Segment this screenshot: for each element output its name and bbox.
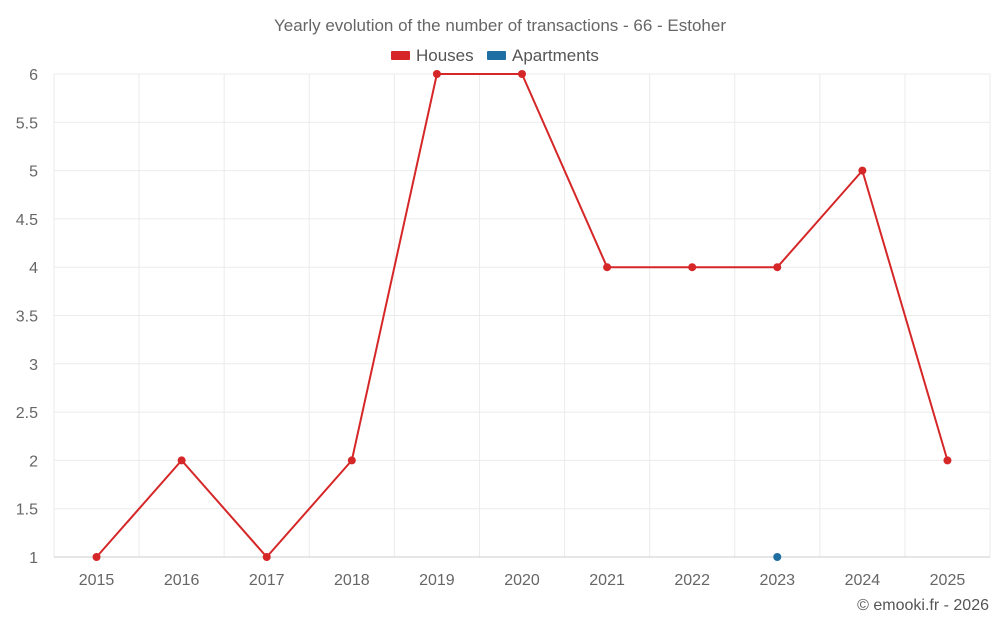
y-tick-label: 4 <box>29 260 38 277</box>
series-apartments <box>773 553 782 561</box>
legend-label-apartments: Apartments <box>512 46 599 65</box>
x-tick-label: 2020 <box>504 572 540 589</box>
x-tick-label: 2015 <box>79 572 115 589</box>
data-point-houses-2025[interactable] <box>943 456 952 465</box>
x-tick-label: 2018 <box>334 572 370 589</box>
series-houses <box>92 70 952 561</box>
x-tick-label: 2016 <box>164 572 200 589</box>
y-tick-label: 1 <box>29 550 38 567</box>
x-tick-label: 2024 <box>845 572 881 589</box>
x-tick-label: 2019 <box>419 572 455 589</box>
x-tick-label: 2023 <box>759 572 795 589</box>
grid <box>53 73 991 558</box>
y-tick-label: 5 <box>29 164 38 181</box>
legend-label-houses: Houses <box>416 46 474 65</box>
legend-item-houses[interactable]: Houses <box>391 46 474 65</box>
y-tick-label: 2.5 <box>16 405 38 422</box>
legend: Houses Apartments <box>391 46 599 65</box>
data-point-apartments-2023[interactable] <box>773 553 782 561</box>
x-axis-ticks: 2015 2016 2017 2018 2019 2020 2021 2022 2023 2024… <box>79 572 966 589</box>
legend-swatch-apartments <box>487 51 506 60</box>
x-tick-label: 2021 <box>589 572 625 589</box>
y-tick-label: 4.5 <box>16 212 38 229</box>
data-point-houses-2021[interactable] <box>603 263 612 272</box>
data-point-houses-2018[interactable] <box>347 456 356 465</box>
x-tick-label: 2022 <box>674 572 710 589</box>
chart-title: Yearly evolution of the number of transa… <box>274 16 726 35</box>
y-tick-label: 5.5 <box>16 115 38 132</box>
data-point-houses-2020[interactable] <box>518 70 526 78</box>
y-tick-label: 3.5 <box>16 309 38 326</box>
legend-item-apartments[interactable]: Apartments <box>487 46 599 65</box>
x-tick-label: 2017 <box>249 572 285 589</box>
series <box>92 70 952 561</box>
y-tick-label: 3 <box>29 357 38 374</box>
y-tick-label: 6 <box>29 67 38 84</box>
credit-text: © emooki.fr - 2026 <box>857 597 989 614</box>
y-axis-ticks: 1 1.5 2 2.5 3 3.5 4 4.5 5 5.5 6 <box>16 67 38 567</box>
data-point-houses-2023[interactable] <box>773 263 782 272</box>
data-point-houses-2017[interactable] <box>262 553 271 561</box>
x-tick-label: 2025 <box>930 572 966 589</box>
data-point-houses-2015[interactable] <box>92 553 101 561</box>
data-point-houses-2022[interactable] <box>688 263 697 272</box>
y-tick-label: 1.5 <box>16 502 38 519</box>
legend-swatch-houses <box>391 51 410 60</box>
data-point-houses-2024[interactable] <box>858 166 867 175</box>
y-tick-label: 2 <box>29 453 38 470</box>
data-point-houses-2016[interactable] <box>177 456 186 465</box>
data-point-houses-2019[interactable] <box>432 70 441 78</box>
